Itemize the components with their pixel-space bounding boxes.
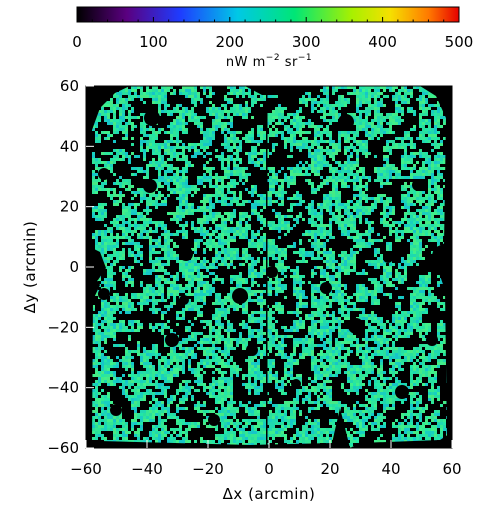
colorbar-tick-label: 500	[445, 33, 474, 51]
mask-left-notch	[86, 245, 106, 285]
mask-hole	[395, 385, 409, 399]
mask-edge	[86, 262, 100, 448]
colorbar-tick-label: 100	[139, 33, 168, 51]
y-tick-label: 60	[60, 77, 79, 95]
colorbar-ticks: 0 100 200 300 400 500	[72, 17, 473, 51]
y-axis-ticks: −60 −40 −20 0 20 40 60	[47, 77, 94, 457]
mask-seam	[266, 86, 268, 448]
mask-corner	[420, 86, 452, 252]
y-tick-label: −20	[47, 318, 79, 336]
mask-hole	[348, 318, 364, 334]
colorbar-unit-main: nW m	[226, 55, 266, 70]
mask-hole	[179, 295, 189, 305]
mask-edge	[438, 252, 452, 448]
mask-hole	[246, 344, 258, 356]
mask-bottom	[86, 408, 452, 448]
map-masks	[86, 86, 452, 448]
map-pixel-layer	[86, 86, 452, 448]
mask-hole	[98, 168, 110, 180]
mask-hole	[232, 288, 248, 304]
y-tick-label: −40	[47, 379, 79, 397]
colorbar-tick-label: 300	[292, 33, 321, 51]
colorbar-tick-label: 200	[215, 33, 244, 51]
colorbar-tick-label: 400	[368, 33, 397, 51]
mask-hole	[208, 414, 220, 426]
mask-hole	[165, 333, 179, 347]
mask-top-notch	[245, 86, 300, 95]
mask-hole	[383, 253, 393, 263]
y-axis-label: Δy (arcmin)	[21, 221, 39, 314]
mask-hole	[291, 379, 301, 389]
map-pixel-layer	[86, 86, 452, 448]
x-tick-label: −60	[70, 460, 102, 478]
x-tick-label: −20	[192, 460, 224, 478]
colorbar-tick-label: 0	[72, 33, 82, 51]
x-axis-ticks: −60 −40 −20 0 20 40 60	[70, 440, 462, 478]
colorbar	[76, 6, 460, 23]
y-tick-label: 0	[69, 258, 79, 276]
colorbar-unit-label: nW m−2 sr−1	[226, 53, 312, 70]
mask-hole	[179, 247, 193, 261]
colorbar-unit-exponent-2: −1	[298, 53, 312, 63]
y-tick-label: −60	[47, 439, 79, 457]
x-tick-label: 0	[264, 460, 274, 478]
mask-hole	[98, 288, 110, 300]
mask-hole	[338, 114, 354, 130]
x-axis-label: Δx (arcmin)	[223, 485, 316, 503]
x-tick-label: 20	[320, 460, 339, 478]
colorbar-unit-exponent-1: −2	[266, 53, 280, 63]
mask-hole	[426, 334, 438, 346]
mask-corner	[86, 86, 130, 262]
y-tick-label: 40	[60, 137, 79, 155]
mask-hole	[110, 404, 122, 416]
mask-hole	[266, 266, 278, 278]
x-tick-label: 60	[442, 460, 461, 478]
y-tick-label: 20	[60, 198, 79, 216]
map-pixel-layer	[86, 86, 452, 448]
x-tick-label: 40	[381, 460, 400, 478]
mask-hole	[144, 110, 160, 126]
mask-hole	[320, 282, 332, 294]
colorbar-unit-sr: sr	[280, 55, 298, 70]
x-tick-label: −40	[131, 460, 163, 478]
mask-right-notch	[430, 240, 452, 280]
mask-hole	[412, 179, 424, 191]
mask-hole	[143, 179, 157, 193]
